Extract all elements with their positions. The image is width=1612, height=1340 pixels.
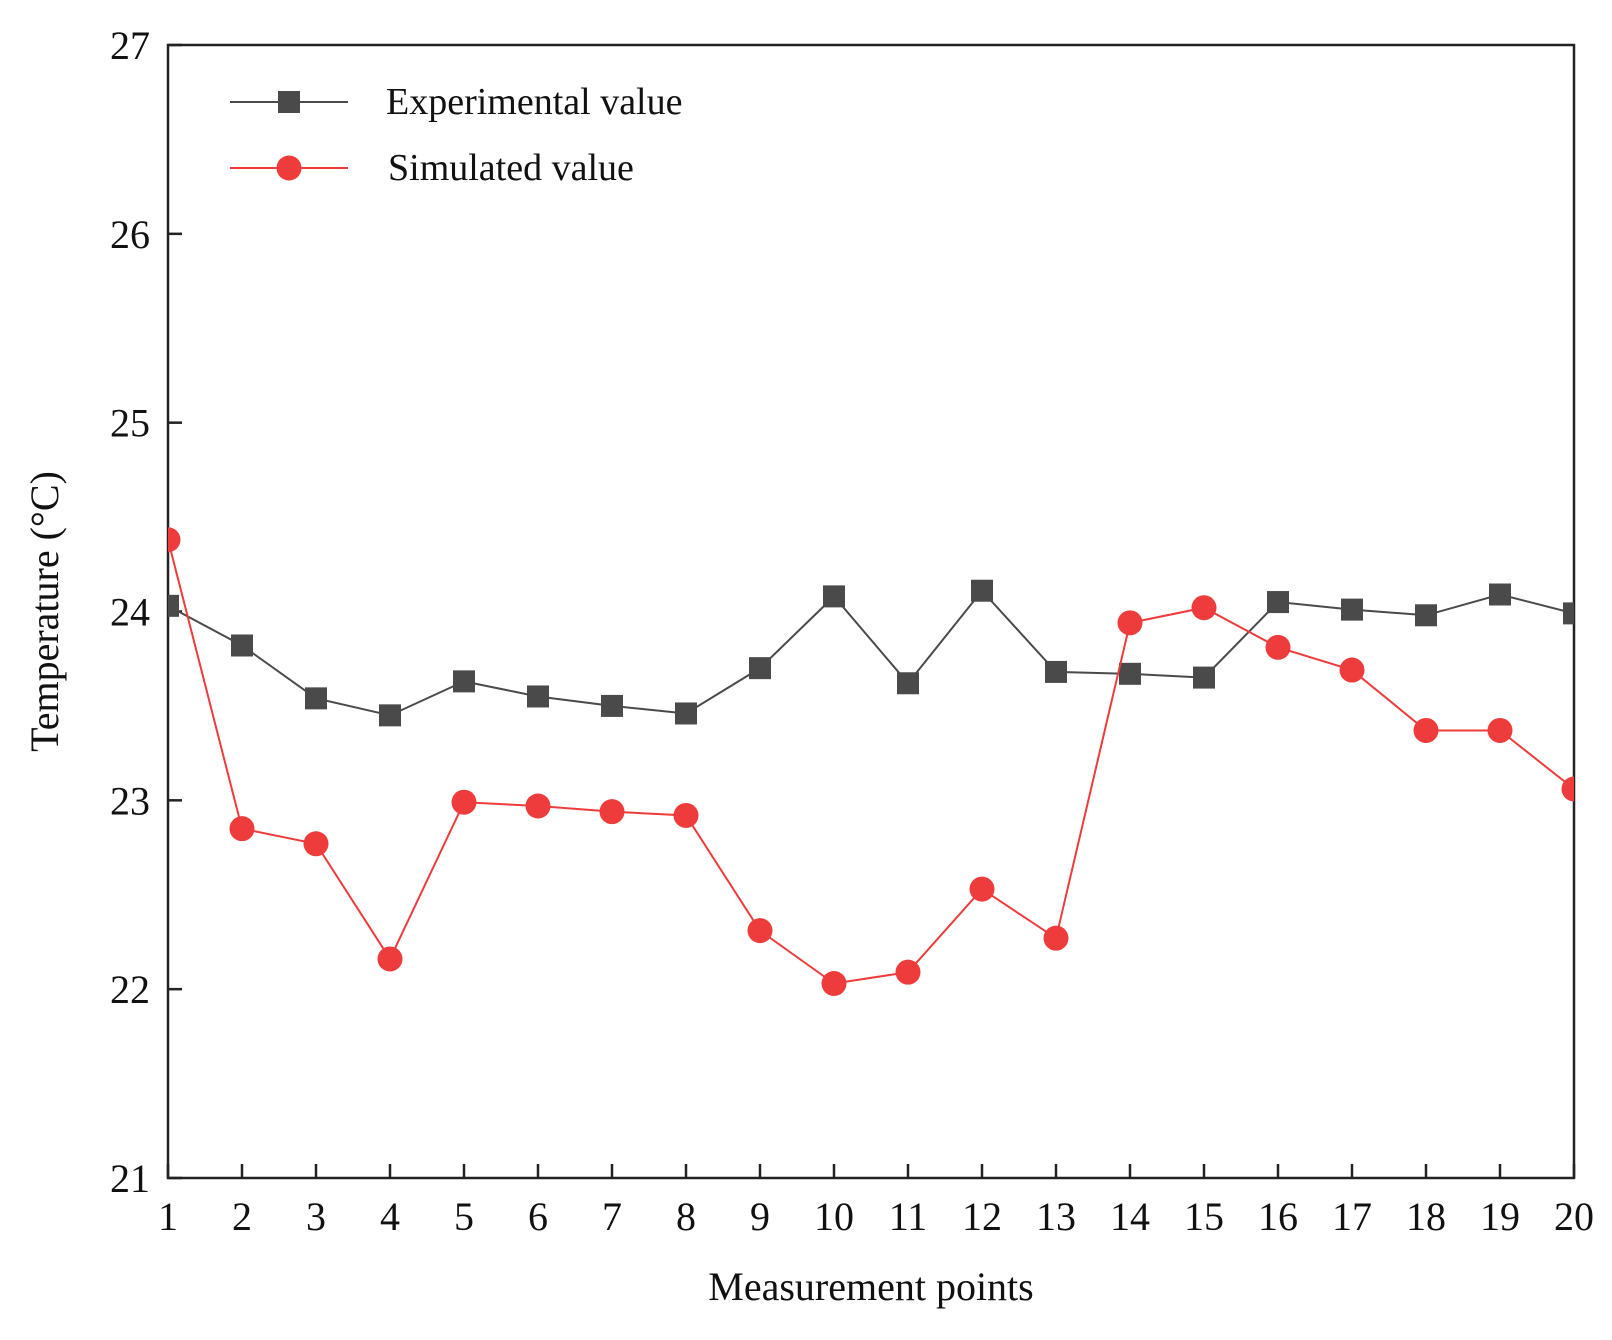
plot-frame bbox=[166, 43, 1576, 1180]
legend-label: Experimental value bbox=[386, 81, 683, 123]
data-point-circle bbox=[673, 802, 699, 828]
series-simulated bbox=[168, 527, 1574, 997]
data-point-square bbox=[527, 685, 549, 708]
series-line bbox=[168, 589, 1574, 717]
data-point-circle bbox=[1265, 634, 1291, 660]
data-point-square bbox=[305, 687, 327, 710]
data-point-circle bbox=[451, 789, 477, 815]
x-tick-label: 18 bbox=[1406, 1194, 1446, 1239]
data-point-square bbox=[1193, 666, 1215, 689]
data-point-circle bbox=[1339, 657, 1365, 683]
x-tick-label: 10 bbox=[814, 1194, 854, 1239]
x-tick-label: 12 bbox=[962, 1194, 1002, 1239]
x-tick-label: 20 bbox=[1554, 1194, 1594, 1239]
legend: Experimental value Simulated value bbox=[230, 81, 683, 189]
series-line bbox=[168, 539, 1574, 985]
x-tick-label: 11 bbox=[889, 1194, 928, 1239]
data-point-circle bbox=[377, 946, 403, 972]
y-tick-label: 21 bbox=[110, 1156, 150, 1201]
data-point-circle bbox=[1561, 776, 1574, 802]
y-tick-label: 26 bbox=[110, 212, 150, 257]
data-point-circle bbox=[1117, 610, 1143, 636]
data-point-square bbox=[749, 657, 771, 680]
data-point-square bbox=[231, 634, 253, 657]
x-tick-label: 6 bbox=[528, 1194, 548, 1239]
data-point-square bbox=[601, 694, 623, 717]
x-tick-label: 3 bbox=[306, 1194, 326, 1239]
data-point-square bbox=[971, 579, 993, 602]
data-point-square bbox=[823, 585, 845, 608]
x-tick-label: 19 bbox=[1480, 1194, 1520, 1239]
data-point-circle bbox=[525, 793, 551, 819]
data-point-square bbox=[453, 670, 475, 693]
x-tick-label: 5 bbox=[454, 1194, 474, 1239]
legend-marker-circle bbox=[276, 155, 302, 181]
y-tick-label: 22 bbox=[110, 967, 150, 1012]
data-point-circle bbox=[229, 816, 255, 842]
data-point-square bbox=[168, 594, 179, 617]
data-point-square bbox=[1119, 662, 1141, 685]
x-tick-label: 4 bbox=[380, 1194, 400, 1239]
data-point-square bbox=[1563, 602, 1574, 625]
data-point-square bbox=[1489, 583, 1511, 606]
legend-entry: Experimental value bbox=[230, 81, 683, 123]
data-point-square bbox=[379, 704, 401, 727]
x-tick-label: 1 bbox=[158, 1194, 178, 1239]
x-tick-label: 15 bbox=[1184, 1194, 1224, 1239]
data-point-square bbox=[1341, 598, 1363, 621]
x-tick-label: 14 bbox=[1110, 1194, 1150, 1239]
y-tick-label: 27 bbox=[110, 23, 150, 68]
data-point-circle bbox=[168, 527, 181, 553]
y-tick-label: 24 bbox=[110, 590, 150, 635]
data-point-square bbox=[675, 702, 697, 725]
data-point-circle bbox=[1413, 717, 1439, 743]
data-point-circle bbox=[969, 876, 995, 902]
legend-marker-square bbox=[278, 91, 300, 113]
data-point-square bbox=[1045, 660, 1067, 683]
x-tick-label: 8 bbox=[676, 1194, 696, 1239]
legend-entry: Simulated value bbox=[230, 147, 634, 189]
y-tick-label: 25 bbox=[110, 401, 150, 446]
x-tick-label: 9 bbox=[750, 1194, 770, 1239]
data-point-circle bbox=[1191, 595, 1217, 621]
data-point-circle bbox=[303, 831, 329, 857]
data-point-square bbox=[1415, 604, 1437, 627]
series-layer bbox=[168, 527, 1574, 997]
x-tick-label: 2 bbox=[232, 1194, 252, 1239]
data-point-circle bbox=[1043, 925, 1069, 951]
data-point-circle bbox=[599, 799, 625, 825]
y-axis-title: Temperature (°C) bbox=[22, 471, 67, 752]
y-tick-label: 23 bbox=[110, 778, 150, 823]
data-point-circle bbox=[747, 918, 773, 944]
x-tick-label: 17 bbox=[1332, 1194, 1372, 1239]
data-point-circle bbox=[821, 971, 847, 997]
x-axis-title: Measurement points bbox=[708, 1264, 1034, 1309]
data-point-square bbox=[897, 672, 919, 695]
legend-label: Simulated value bbox=[388, 147, 634, 189]
x-tick-label: 7 bbox=[602, 1194, 622, 1239]
x-tick-label: 13 bbox=[1036, 1194, 1076, 1239]
data-point-circle bbox=[895, 959, 921, 985]
x-tick-label: 16 bbox=[1258, 1194, 1298, 1239]
series-experimental bbox=[168, 579, 1574, 727]
data-point-circle bbox=[1487, 717, 1513, 743]
data-point-square bbox=[1267, 591, 1289, 614]
